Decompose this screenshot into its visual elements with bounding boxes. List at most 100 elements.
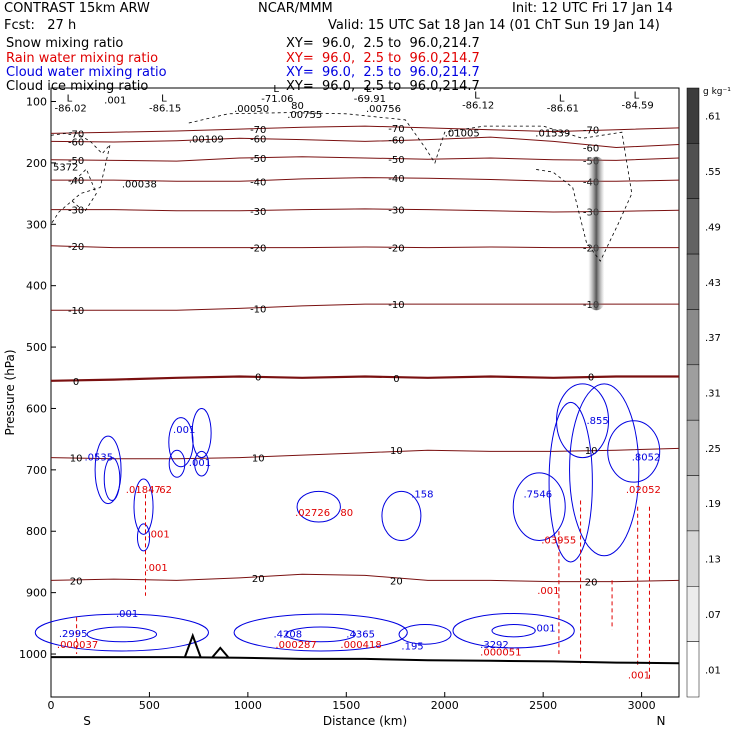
- cloud-water-label: .855: [586, 416, 608, 427]
- y-tick-label: 700: [26, 464, 47, 477]
- colorbar-label: .01: [705, 665, 721, 676]
- cloud-water-contour: [136, 523, 151, 552]
- center-name: NCAR/MMM: [258, 1, 333, 16]
- y-tick-label: 500: [26, 341, 47, 354]
- temperature-contour-label: -60: [68, 137, 84, 148]
- colorbar-swatch: [686, 586, 700, 642]
- rain-water-label: 80: [340, 508, 353, 519]
- field-label-snow: Snow mixing ratio: [6, 36, 124, 51]
- cloud-water-contour: [168, 449, 186, 478]
- temperature-contour-label: -10: [68, 306, 84, 317]
- rain-water-label: .000037: [57, 640, 98, 651]
- cloud-water-label: .2995: [59, 629, 88, 640]
- rain-water-label: .000287: [275, 640, 316, 651]
- low-marker: L: [474, 90, 480, 101]
- colorbar-label: .49: [705, 222, 721, 233]
- temperature-contour-label: -30: [68, 206, 84, 217]
- temperature-contour: [50, 573, 680, 583]
- field-xy-rain: XY= 96.0, 2.5 to 96.0,214.7: [286, 51, 480, 66]
- temperature-contour-label: -10: [388, 300, 404, 311]
- y-tick-label: 200: [26, 157, 47, 170]
- x-tick-label: 0: [48, 699, 55, 712]
- cloud-water-contour: [512, 472, 566, 541]
- cloud-ice-label: 80: [291, 101, 304, 112]
- rain-water-label: .000051: [480, 647, 521, 658]
- south-label: S: [83, 714, 91, 728]
- cloud-ice-label: .00756: [366, 104, 401, 115]
- temperature-contour: [50, 375, 679, 382]
- colorbar-swatch: [686, 143, 700, 199]
- cloud-ice-label: .01539: [535, 128, 570, 139]
- low-marker: L: [273, 84, 279, 95]
- y-tick-label: 900: [26, 587, 47, 600]
- terrain-peak: [183, 632, 202, 658]
- temperature-contour-label: -40: [68, 176, 84, 187]
- north-label: N: [657, 714, 666, 728]
- rain-water-label: .000418: [340, 640, 381, 651]
- temperature-contour: [50, 125, 680, 134]
- temperature-contour-label: -50: [388, 155, 404, 166]
- temperature-extreme-label: -86.15: [149, 103, 181, 114]
- rain-water-label: 62: [159, 485, 172, 496]
- rain-water-label: .02726: [295, 508, 330, 519]
- cloud-water-label: .195: [401, 642, 423, 653]
- colorbar-label: .31: [705, 389, 721, 400]
- cloud-ice-contour: [188, 112, 633, 262]
- temperature-contour: [50, 136, 680, 149]
- temperature-contour-label: -40: [388, 174, 404, 185]
- temperature-contour-label: -40: [250, 177, 266, 188]
- y-tick-label: 300: [26, 218, 47, 231]
- temperature-extreme-label: -86.61: [547, 103, 579, 114]
- temperature-contour-label: 10: [390, 446, 403, 457]
- temperature-contour-label: 0: [393, 374, 399, 385]
- low-marker: L: [559, 93, 565, 104]
- temperature-extreme-label: -86.02: [55, 103, 87, 114]
- x-tick-label: 500: [139, 699, 160, 712]
- rain-water-label: .02052: [626, 485, 661, 496]
- cloud-water-contour: [285, 626, 356, 643]
- cloud-ice-label: .00109: [189, 135, 224, 146]
- cloud-water-contour: [191, 407, 212, 459]
- x-tick-label: 2000: [431, 699, 459, 712]
- cloud-water-contour: [296, 490, 341, 523]
- cloud-water-label: .0535: [84, 453, 113, 464]
- temperature-extreme-label: -71.06: [261, 94, 293, 105]
- colorbar-label: .25: [705, 444, 721, 455]
- colorbar-swatch: [686, 641, 700, 698]
- cloud-water-contour: [34, 613, 209, 652]
- x-tick-label: 2500: [529, 699, 557, 712]
- cloud-water-label: .4365: [346, 629, 375, 640]
- cloud-ice-label: .00050: [234, 104, 269, 115]
- cloud-water-contour: [103, 457, 121, 502]
- field-xy-cloud-ice: XY= 96.0, 2.5 to 96.0,214.7: [286, 79, 480, 94]
- cloud-water-label: .4208: [273, 629, 302, 640]
- cloud-ice-label: .001: [104, 95, 126, 106]
- temperature-contour-label: -10: [250, 304, 266, 315]
- temperature-contour-label: -60: [583, 144, 599, 155]
- colorbar-label: .07: [705, 610, 721, 621]
- rain-water-label: .01847: [126, 485, 161, 496]
- low-marker: L: [634, 90, 640, 101]
- colorbar-label: .37: [705, 333, 721, 344]
- low-marker: L: [161, 93, 167, 104]
- temperature-contour-label: 10: [70, 454, 83, 465]
- plot-frame: [50, 87, 680, 698]
- temperature-contour-label: -60: [388, 136, 404, 147]
- field-xy-cloud-water: XY= 96.0, 2.5 to 96.0,214.7: [286, 65, 480, 80]
- cloud-water-label: .8052: [632, 453, 661, 464]
- temperature-contour: [51, 303, 679, 311]
- temperature-contour-label: 20: [585, 578, 598, 589]
- cloud-ice-label: .01005: [445, 128, 480, 139]
- field-label-rain: Rain water mixing ratio: [6, 51, 159, 66]
- y-tick-label: 800: [26, 525, 47, 538]
- temperature-contour-label: 20: [390, 576, 403, 587]
- temperature-contour-label: -20: [250, 244, 266, 255]
- cloud-water-label: .001: [173, 425, 195, 436]
- y-tick-label: 600: [26, 402, 47, 415]
- temperature-contour: [51, 177, 680, 182]
- rain-water-label: .03955: [541, 536, 576, 547]
- colorbar-label: .55: [705, 167, 721, 178]
- y-tick-label: 100: [26, 96, 47, 109]
- cloud-water-label: .7546: [523, 489, 552, 500]
